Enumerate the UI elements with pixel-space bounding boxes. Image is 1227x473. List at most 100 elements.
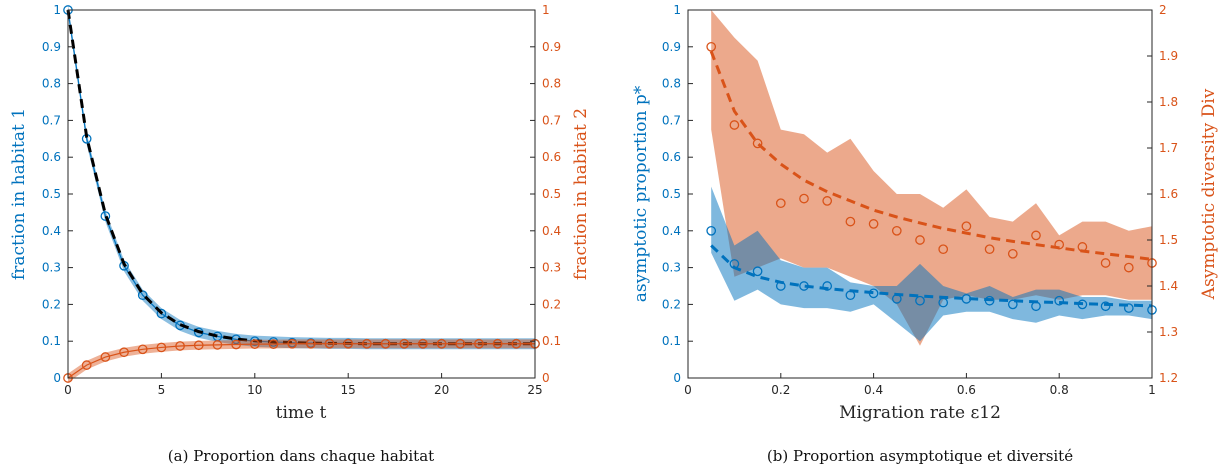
panel-b-marker-blue xyxy=(822,281,833,291)
panel-a-marker-orange xyxy=(474,338,484,349)
panel-b-ytick-right-label: 2 xyxy=(1159,3,1167,17)
panel-b-ytick-right-label: 1.5 xyxy=(1159,233,1178,247)
panel-a-marker-orange xyxy=(249,339,260,349)
panel-b-marker-orange xyxy=(1123,262,1134,273)
panel-a-marker-orange xyxy=(511,338,522,349)
panel-a-ylabel-right: fraction in habitat 2 xyxy=(571,108,591,280)
panel-a-marker-orange xyxy=(418,338,428,349)
panel-a-marker-orange xyxy=(324,338,335,349)
panel-a-ytick-left-label: 0.4 xyxy=(42,224,61,238)
panel-b-marker-blue xyxy=(1007,299,1018,310)
panel-b: 0 0.2 0.4 0.6 0.8 1 0 0.1 0.2 0.3 0.4 0.5 0.6 0.7 0.8 0… xyxy=(631,3,1219,465)
panel-b-ytick-left-label: 0.4 xyxy=(662,224,681,238)
panel-b-marker-blue xyxy=(1054,295,1065,306)
panel-a-ytick-left-label: 0.1 xyxy=(42,334,61,348)
panel-b-ytick-left-label: 0.1 xyxy=(662,334,681,348)
panel-a-ytick-right-label: 0.8 xyxy=(542,77,561,91)
panel-b-ticks: 0 0.2 0.4 0.6 0.8 1 0 0.1 0.2 0.3 0.4 0.5 0.6 0.7 0.8 0… xyxy=(662,3,1178,397)
panel-b-marker-orange xyxy=(822,196,833,206)
panel-b-marker-orange xyxy=(868,219,879,229)
panel-a-ytick-right-label: 1 xyxy=(542,3,550,17)
panel-b-marker-orange xyxy=(961,221,972,232)
panel-b-ytick-right-label: 1.3 xyxy=(1159,325,1178,339)
panel-a-ytick-left-label: 0.7 xyxy=(42,113,61,127)
panel-b-xlabel: Migration rate ε12 xyxy=(839,403,1001,423)
panel-a-marker-orange xyxy=(436,338,447,349)
panel-b-marker-blue xyxy=(752,266,763,277)
panel-a-xlabel: time t xyxy=(276,403,327,423)
panel-a-marker-orange xyxy=(100,352,111,362)
panel-a-marker-orange xyxy=(455,338,466,349)
panel-b-ytick-right-label: 1.9 xyxy=(1159,49,1178,63)
panel-a-marker-blue xyxy=(193,327,204,338)
panel-a-marker-orange xyxy=(380,338,391,349)
panel-a-fit-line-black xyxy=(66,9,535,346)
panel-b-marker-blue xyxy=(706,225,717,236)
panel-b-marker-orange xyxy=(1100,258,1111,268)
panel-b-marker-orange xyxy=(706,41,717,52)
panel-a-ytick-right-label: 0.6 xyxy=(542,150,561,164)
panel-a-ytick-right-label: 0.2 xyxy=(542,297,561,311)
panel-b-ytick-left-label: 0.3 xyxy=(662,261,681,275)
panel-a-ytick-right-label: 0.7 xyxy=(542,113,561,127)
panel-b-ytick-right-label: 1.2 xyxy=(1159,371,1178,385)
panel-b-ytick-right-label: 1.7 xyxy=(1159,141,1178,155)
panel-b-band-blue xyxy=(711,186,1152,342)
panel-a-ytick-left-label: 0.9 xyxy=(42,40,61,54)
panel-b-plot-area xyxy=(706,10,1157,346)
panel-b-ytick-left-label: 0.5 xyxy=(662,187,681,201)
panel-b-marker-orange xyxy=(1007,248,1018,259)
panel-b-marker-orange xyxy=(752,138,763,149)
panel-b-ytick-right-label: 1.6 xyxy=(1159,187,1178,201)
panel-a-caption: (a) Proportion dans chaque habitat xyxy=(168,447,434,465)
panel-b-ytick-left-label: 0.8 xyxy=(662,77,681,91)
panel-b-fit-line-blue xyxy=(710,244,1153,308)
panel-a-xtick-label: 20 xyxy=(434,383,449,397)
panel-a-ytick-right-label: 0.5 xyxy=(542,187,561,201)
panel-a-xtick-label: 5 xyxy=(158,383,166,397)
panel-b-marker-orange xyxy=(775,198,786,209)
panel-b-xtick-label: 0 xyxy=(684,383,692,397)
panel-a-marker-orange xyxy=(137,344,148,355)
panel-b-xtick-label: 0.8 xyxy=(1050,383,1069,397)
panel-a-xtick-label: 25 xyxy=(527,383,542,397)
panel-b-marker-blue xyxy=(1123,303,1134,313)
panel-a-marker-orange xyxy=(492,338,503,349)
panel-a-marker-orange xyxy=(343,338,354,349)
panel-b-xtick-label: 0.4 xyxy=(864,383,883,397)
panel-a-marker-orange xyxy=(268,339,279,349)
panel-b-xtick-label: 0.6 xyxy=(957,383,976,397)
panel-a-ytick-right-label: 0.4 xyxy=(542,224,561,238)
panel-a-marker-orange xyxy=(175,341,185,351)
panel-b-ylabel-left: asymptotic proportion p* xyxy=(631,85,651,302)
panel-b-ytick-left-label: 0.7 xyxy=(662,113,681,127)
panel-a-ytick-left-label: 0 xyxy=(53,371,61,385)
panel-b-caption: (b) Proportion asymptotique et diversité xyxy=(767,447,1073,465)
panel-b-marker-orange xyxy=(845,216,856,227)
panel-b-ytick-left-label: 0.2 xyxy=(662,297,681,311)
panel-b-xtick-label: 0.2 xyxy=(771,383,790,397)
panel-a-axes-box xyxy=(67,9,536,379)
panel-a-marker-blue xyxy=(156,308,167,319)
panel-b-ytick-right-label: 1.4 xyxy=(1159,279,1178,293)
panel-b-ylabel-right: Asymptotic diversity Div xyxy=(1199,88,1219,300)
panel-a-marker-orange xyxy=(193,340,204,351)
panel-a-xtick-label: 10 xyxy=(247,383,262,397)
panel-b-marker-orange xyxy=(915,235,925,245)
panel-b-ytick-left-label: 1 xyxy=(673,3,681,17)
panel-a-ytick-left-label: 0.2 xyxy=(42,297,61,311)
panel-b-marker-orange xyxy=(938,244,949,255)
panel-a-ticks: 0 5 10 15 20 2500.10.20.30.40.50.60.70.80.910… xyxy=(42,3,561,397)
panel-a-ytick-left-label: 1 xyxy=(53,3,61,17)
panel-a-marker-orange xyxy=(231,339,241,350)
panel-a-band-orange xyxy=(68,339,535,383)
panel-a-ytick-left-label: 0.5 xyxy=(42,187,61,201)
panel-a-marker-blue xyxy=(100,211,111,221)
panel-a: 0 5 10 15 20 2500.10.20.30.40.50.60.70.80.910… xyxy=(9,3,591,465)
panel-a-xtick-label: 15 xyxy=(341,383,356,397)
panel-b-fit-line-orange xyxy=(709,50,1153,261)
panel-b-ytick-right-label: 1.8 xyxy=(1159,95,1178,109)
panel-a-ytick-left-label: 0.8 xyxy=(42,77,61,91)
panel-a-xtick-label: 0 xyxy=(64,383,72,397)
